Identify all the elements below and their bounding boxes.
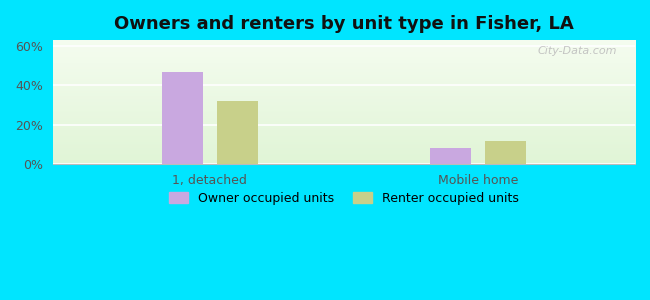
Bar bbox=[162, 72, 203, 164]
Bar bbox=[485, 141, 525, 164]
Text: City-Data.com: City-Data.com bbox=[538, 46, 617, 56]
Bar bbox=[217, 101, 257, 164]
Title: Owners and renters by unit type in Fisher, LA: Owners and renters by unit type in Fishe… bbox=[114, 15, 574, 33]
Bar bbox=[430, 148, 471, 164]
Legend: Owner occupied units, Renter occupied units: Owner occupied units, Renter occupied un… bbox=[164, 187, 523, 210]
